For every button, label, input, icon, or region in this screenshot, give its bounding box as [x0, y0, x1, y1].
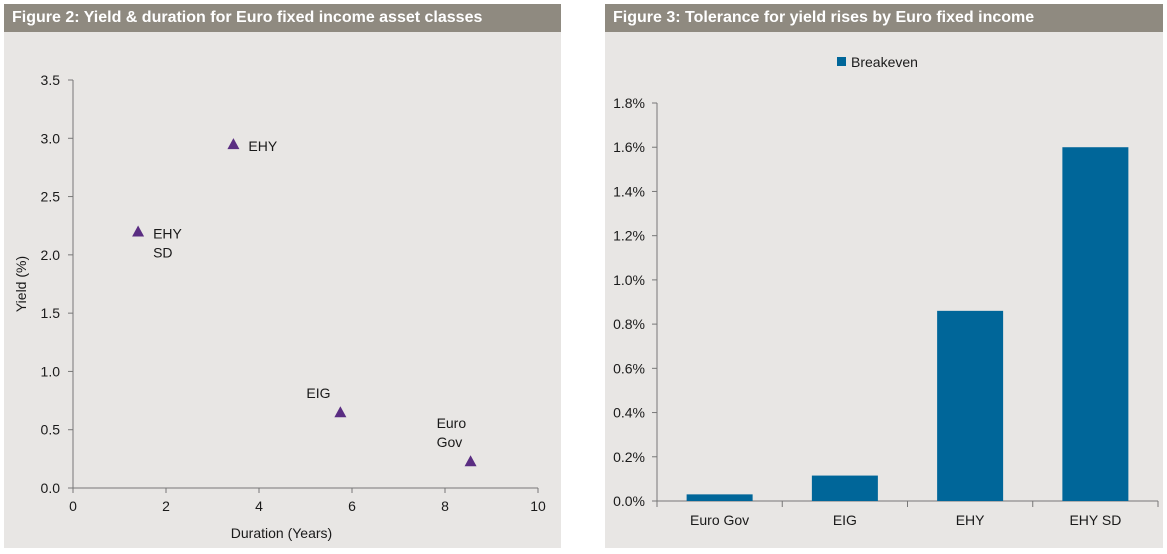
y-tick-label: 0.6% [613, 360, 645, 376]
data-point-marker [334, 406, 347, 418]
x-axis-title: Duration (Years) [231, 525, 332, 541]
x-tick-label: 0 [69, 498, 77, 514]
data-point-label: Gov [437, 434, 463, 450]
y-tick-label: 0.0 [41, 480, 61, 496]
y-tick-label: 0.8% [613, 316, 645, 332]
scatter-chart: 0.0 0.5 1.0 1.5 2.0 2.5 3.0 3.5 0 2 4 6 8 10 Duration … [13, 72, 546, 541]
y-tick-label: 1.4% [613, 183, 645, 199]
y-tick-label: 0.5 [41, 422, 61, 438]
bar-panel: Figure 3: Tolerance for yield rises by E… [605, 4, 1163, 548]
y-tick-label: 1.2% [613, 228, 645, 244]
y-tick-label: 0.4% [613, 405, 645, 421]
bar [937, 310, 1004, 501]
data-point-label: EHY [248, 138, 277, 154]
x-tick-label: 10 [530, 498, 546, 514]
legend-label: Breakeven [851, 54, 918, 70]
x-category-label: EHY [956, 512, 985, 528]
y-tick-label: 3.0 [41, 130, 61, 146]
bar [1062, 147, 1129, 501]
y-tick-label: 2.5 [41, 189, 61, 205]
y-tick-label: 0.2% [613, 449, 645, 465]
data-point-label: Euro [437, 415, 467, 431]
bar-chart: Breakeven 0.0% 0.2% 0.4% 0.6% 0.8% 1.0% 1.2% 1.4… [613, 54, 1159, 528]
data-point-label: SD [153, 245, 172, 261]
scatter-chart-title: Figure 2: Yield & duration for Euro fixe… [4, 4, 561, 32]
y-tick-label: 1.5 [41, 305, 61, 321]
y-tick-label: 1.8% [613, 95, 645, 111]
y-tick-label: 1.6% [613, 139, 645, 155]
bar [686, 494, 753, 501]
legend-swatch [837, 57, 846, 66]
x-tick-label: 4 [255, 498, 263, 514]
y-tick-label: 2.0 [41, 247, 61, 263]
scatter-panel: Figure 2: Yield & duration for Euro fixe… [4, 4, 561, 548]
data-point-marker [464, 455, 477, 467]
y-tick-label: 0.0% [613, 493, 645, 509]
y-axis-title: Yield (%) [13, 256, 29, 312]
data-point-marker [132, 225, 145, 237]
x-tick-label: 2 [162, 498, 170, 514]
bar [811, 475, 878, 501]
x-tick-label: 8 [441, 498, 449, 514]
bar-chart-title: Figure 3: Tolerance for yield rises by E… [605, 4, 1163, 32]
data-point-label: EIG [306, 385, 330, 401]
data-point-label: EHY [153, 226, 182, 242]
x-tick-label: 6 [348, 498, 356, 514]
y-tick-label: 3.5 [41, 72, 61, 88]
x-category-label: EIG [833, 512, 857, 528]
data-point-marker [227, 138, 240, 150]
y-tick-label: 1.0 [41, 363, 61, 379]
y-tick-label: 1.0% [613, 272, 645, 288]
x-category-label: EHY SD [1069, 512, 1121, 528]
x-category-label: Euro Gov [690, 512, 749, 528]
